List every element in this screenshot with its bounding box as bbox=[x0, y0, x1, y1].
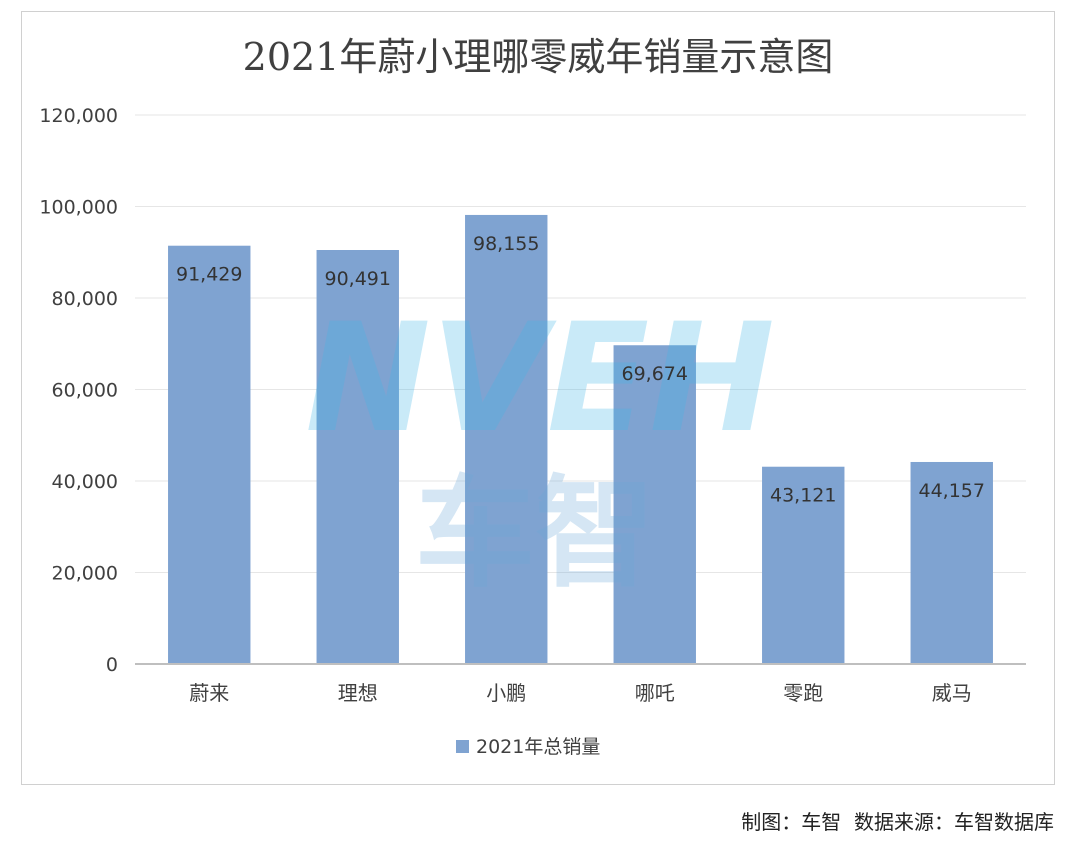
x-tick-label: 小鹏 bbox=[486, 681, 526, 705]
bars bbox=[168, 214, 993, 665]
watermark-logo: NVEH 车智 bbox=[305, 292, 775, 604]
x-tick-label: 威马 bbox=[932, 681, 972, 705]
x-tick-label: 零跑 bbox=[783, 681, 823, 705]
legend-label: 2021年总销量 bbox=[476, 736, 600, 758]
data-label: 98,155 bbox=[473, 233, 539, 255]
bar bbox=[613, 345, 696, 664]
bar bbox=[316, 250, 399, 665]
y-tick-label: 60,000 bbox=[52, 380, 118, 402]
y-tick-label: 20,000 bbox=[52, 563, 118, 585]
grid-lines bbox=[135, 114, 1026, 573]
data-label: 91,429 bbox=[176, 264, 242, 286]
data-label: 43,121 bbox=[770, 485, 836, 507]
y-tick-label: 40,000 bbox=[52, 471, 118, 493]
data-labels: 91,429 90,491 98,155 69,674 43,121 44,157 bbox=[176, 233, 985, 507]
x-tick-label: 理想 bbox=[338, 681, 378, 705]
watermark-text-bottom: 车智 bbox=[415, 465, 655, 604]
legend: 2021年总销量 bbox=[456, 736, 600, 758]
y-tick-label: 0 bbox=[106, 654, 118, 676]
data-label: 90,491 bbox=[325, 268, 391, 290]
x-tick-label: 蔚来 bbox=[189, 681, 229, 705]
bar bbox=[168, 245, 251, 664]
bar bbox=[910, 461, 993, 664]
bar bbox=[762, 466, 845, 664]
y-tick-label: 80,000 bbox=[52, 288, 118, 310]
y-tick-label: 100,000 bbox=[39, 197, 118, 219]
legend-swatch bbox=[456, 740, 469, 753]
chart-title: 2021年蔚小理哪零威年销量示意图 bbox=[243, 35, 834, 79]
x-axis-ticks: 蔚来 理想 小鹏 哪吒 零跑 威马 bbox=[189, 681, 972, 705]
watermark-text-top: NVEH bbox=[305, 292, 775, 466]
data-label: 69,674 bbox=[622, 363, 688, 385]
chart-credit: 制图：车智 数据来源：车智数据库 bbox=[741, 810, 1054, 834]
y-tick-label: 120,000 bbox=[39, 105, 118, 127]
data-label: 44,157 bbox=[919, 480, 985, 502]
y-axis-ticks: 0 20,000 40,000 60,000 80,000 100,000 120,000 bbox=[39, 105, 118, 676]
bar bbox=[465, 214, 548, 665]
x-tick-label: 哪吒 bbox=[635, 681, 675, 705]
